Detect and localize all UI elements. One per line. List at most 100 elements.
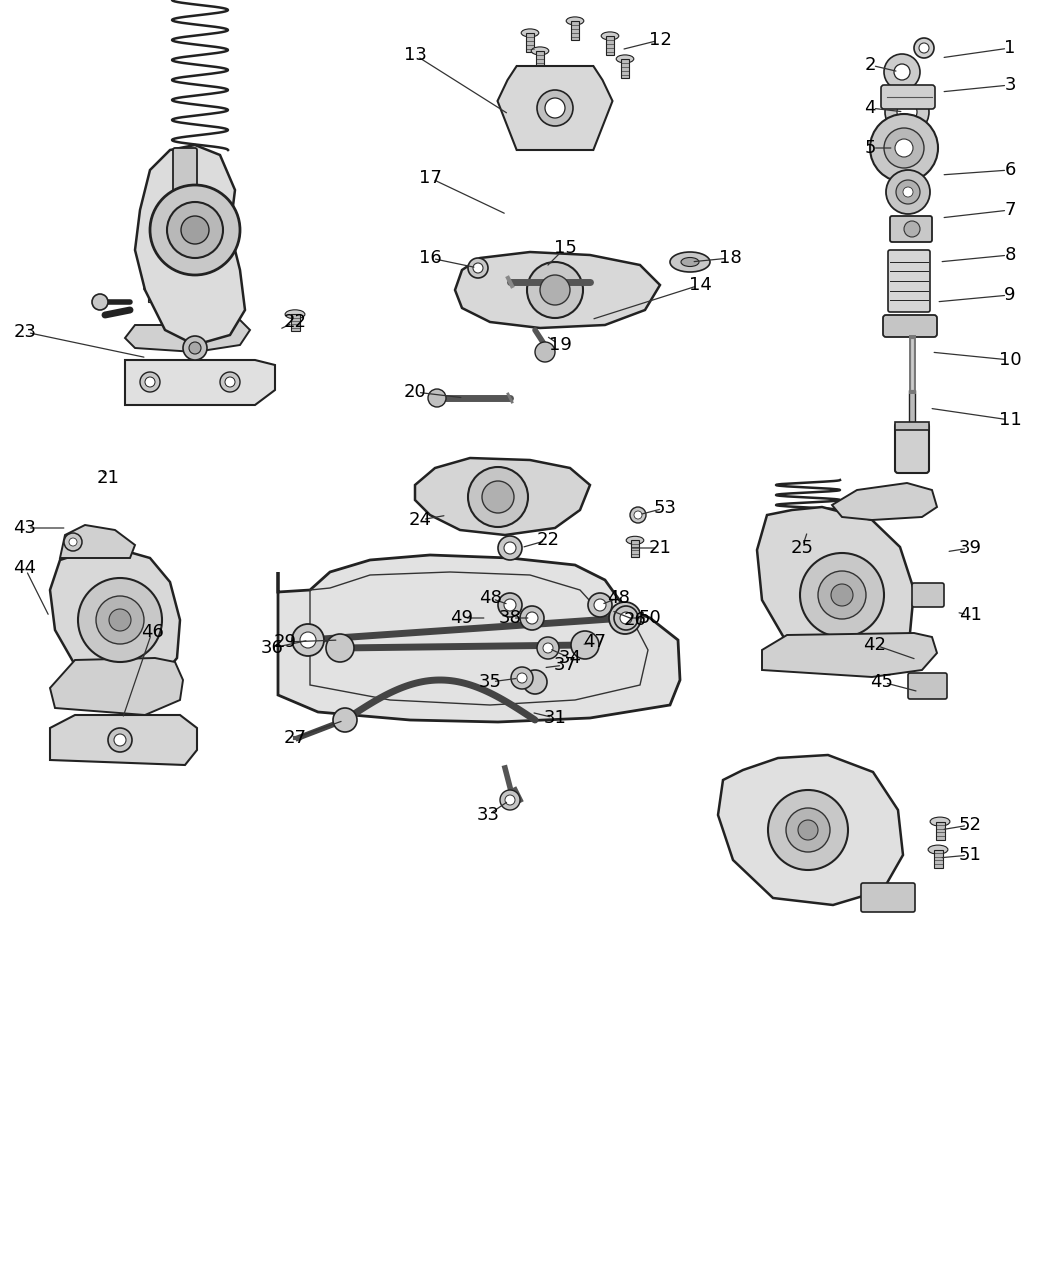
FancyBboxPatch shape: [909, 390, 915, 434]
Circle shape: [300, 632, 316, 648]
FancyBboxPatch shape: [912, 583, 944, 607]
FancyBboxPatch shape: [606, 36, 614, 55]
Text: 12: 12: [648, 31, 671, 48]
FancyBboxPatch shape: [861, 884, 915, 912]
Circle shape: [498, 536, 522, 560]
Circle shape: [884, 54, 920, 91]
Circle shape: [183, 337, 207, 360]
Text: 6: 6: [1004, 161, 1015, 179]
Text: 35: 35: [478, 673, 501, 691]
Text: 36: 36: [260, 639, 283, 657]
Circle shape: [511, 667, 533, 689]
Text: 51: 51: [959, 847, 982, 864]
Polygon shape: [50, 715, 197, 765]
Circle shape: [145, 377, 155, 388]
Text: 15: 15: [554, 238, 577, 258]
Circle shape: [189, 342, 201, 354]
Ellipse shape: [930, 817, 950, 826]
Text: 39: 39: [959, 539, 982, 557]
FancyBboxPatch shape: [631, 541, 639, 557]
Polygon shape: [135, 145, 245, 346]
Text: 20: 20: [404, 382, 426, 402]
Text: 48: 48: [478, 589, 501, 607]
Text: 5: 5: [864, 139, 876, 157]
Circle shape: [897, 102, 917, 122]
Circle shape: [537, 638, 559, 659]
Circle shape: [333, 708, 357, 732]
Circle shape: [78, 578, 162, 662]
Text: 4: 4: [864, 99, 876, 117]
Circle shape: [428, 389, 446, 407]
Text: 25: 25: [791, 539, 814, 557]
Circle shape: [504, 599, 516, 611]
Text: 10: 10: [999, 351, 1022, 368]
Circle shape: [517, 673, 527, 683]
Circle shape: [545, 98, 565, 119]
Circle shape: [831, 584, 853, 606]
Text: 31: 31: [543, 709, 566, 727]
Circle shape: [523, 669, 547, 694]
FancyBboxPatch shape: [936, 821, 944, 840]
FancyBboxPatch shape: [934, 849, 942, 867]
Text: 44: 44: [14, 558, 37, 578]
Text: 24: 24: [408, 511, 431, 529]
Circle shape: [500, 790, 520, 810]
FancyBboxPatch shape: [291, 315, 300, 330]
Circle shape: [527, 261, 583, 317]
Text: 26: 26: [623, 611, 646, 629]
Text: 21: 21: [97, 469, 120, 487]
Ellipse shape: [681, 258, 699, 266]
Ellipse shape: [285, 310, 305, 319]
Circle shape: [630, 507, 646, 523]
Text: 45: 45: [871, 673, 894, 691]
Text: 27: 27: [283, 729, 306, 747]
Ellipse shape: [601, 32, 619, 40]
Circle shape: [520, 606, 544, 630]
Polygon shape: [757, 507, 914, 666]
Circle shape: [535, 342, 555, 362]
Circle shape: [588, 593, 612, 617]
FancyBboxPatch shape: [890, 215, 932, 242]
Circle shape: [594, 599, 606, 611]
Ellipse shape: [626, 537, 644, 544]
FancyBboxPatch shape: [173, 148, 197, 212]
Polygon shape: [415, 458, 590, 536]
Text: 17: 17: [419, 170, 442, 187]
Circle shape: [634, 511, 642, 519]
Circle shape: [504, 542, 516, 555]
Circle shape: [895, 139, 913, 157]
Text: 33: 33: [476, 806, 499, 824]
Text: 16: 16: [419, 249, 442, 266]
Circle shape: [768, 790, 848, 870]
Circle shape: [150, 185, 240, 275]
Circle shape: [181, 215, 209, 244]
FancyBboxPatch shape: [536, 51, 544, 70]
Text: 38: 38: [498, 609, 521, 627]
Circle shape: [904, 221, 920, 237]
Text: 1: 1: [1004, 40, 1015, 57]
Circle shape: [498, 593, 522, 617]
Text: 52: 52: [959, 816, 982, 834]
Text: 8: 8: [1004, 246, 1015, 264]
Polygon shape: [455, 252, 660, 328]
FancyBboxPatch shape: [881, 85, 935, 108]
FancyBboxPatch shape: [895, 423, 929, 473]
FancyBboxPatch shape: [883, 315, 937, 337]
Circle shape: [571, 631, 599, 659]
Text: 37: 37: [554, 657, 577, 674]
Text: 46: 46: [141, 623, 164, 641]
Text: 23: 23: [14, 323, 37, 340]
Text: 22: 22: [283, 312, 306, 332]
Circle shape: [468, 467, 528, 527]
Text: 50: 50: [639, 609, 661, 627]
Text: 21: 21: [648, 539, 671, 557]
Circle shape: [800, 553, 884, 638]
Circle shape: [481, 481, 514, 513]
Circle shape: [884, 128, 924, 168]
Circle shape: [543, 643, 553, 653]
Polygon shape: [762, 632, 937, 677]
FancyBboxPatch shape: [148, 288, 155, 302]
Circle shape: [886, 170, 930, 214]
Text: 3: 3: [1004, 76, 1015, 94]
Circle shape: [224, 377, 235, 388]
